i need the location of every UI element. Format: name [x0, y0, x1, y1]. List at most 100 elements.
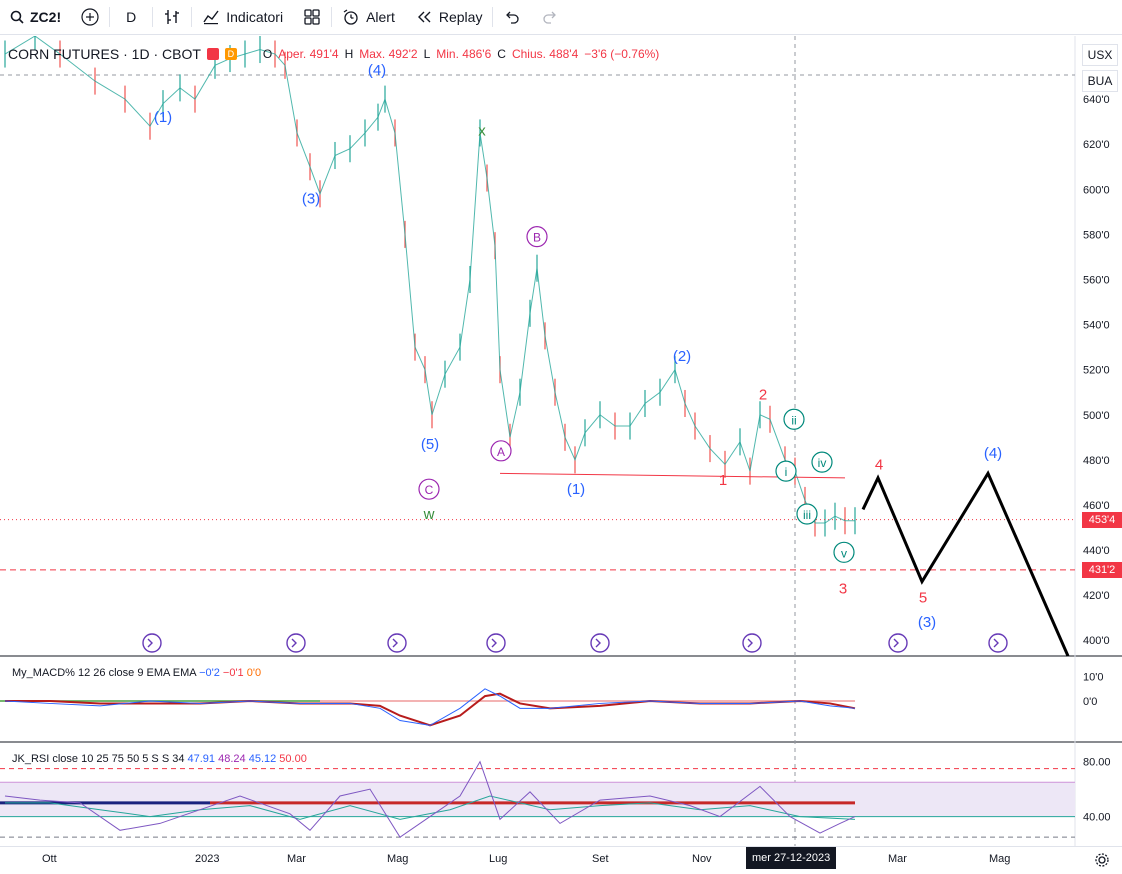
wave-label: (2)	[673, 348, 691, 365]
jump-arrow-icon	[595, 638, 601, 648]
time-tick-label: 2023	[195, 853, 220, 865]
wave-label: 3	[839, 580, 847, 597]
jump-arrow-icon	[147, 638, 153, 648]
price-tick-label: 440'0	[1083, 545, 1110, 557]
unit-button[interactable]: BUA	[1082, 70, 1118, 92]
macd-signal-line	[5, 692, 856, 727]
time-tick-label: Mar	[287, 853, 306, 865]
ohlc-open-label: O	[262, 47, 273, 61]
toolbar-divider	[191, 7, 193, 27]
wave-label-circle	[783, 408, 805, 430]
compare-button[interactable]	[71, 0, 109, 34]
wave-label: i	[785, 465, 788, 479]
rsi-line	[4, 760, 856, 838]
price-tick-label: 620'0	[1083, 139, 1110, 151]
price-tick-label: 540'0	[1083, 320, 1110, 332]
chart-title: CORN FUTURES · 1D · CBOT	[8, 46, 201, 62]
price-tick-label: 520'0	[1083, 365, 1110, 377]
jump-arrow-icon	[993, 638, 999, 648]
eye-icon[interactable]	[206, 48, 219, 60]
layout-button[interactable]	[293, 0, 331, 34]
alarm-clock-icon	[343, 9, 358, 25]
wave-label: (1)	[154, 109, 172, 126]
toolbar-divider	[152, 7, 154, 27]
rsi-tick-label: 40.00	[1083, 812, 1111, 824]
last-price-tag: 453'4	[1082, 511, 1122, 528]
grid-icon	[304, 9, 320, 25]
ohlc-high-label: H	[344, 47, 354, 61]
symbol-name: ZC2!	[30, 9, 62, 25]
jump-arrow-icon	[491, 638, 497, 648]
chart-type-button[interactable]	[153, 0, 191, 34]
indicators-icon	[203, 10, 219, 25]
ohlc-change: −3'6 (−0.76%)	[584, 47, 660, 61]
wave-label: 1	[719, 472, 727, 489]
macd-value-2: −0'1	[222, 667, 244, 679]
price-tick-label: 600'0	[1083, 184, 1110, 196]
time-tick-label: Mag	[989, 853, 1011, 865]
macd-name: My_MACD% 12 26 close 9 EMA EMA	[12, 667, 197, 679]
interval-button[interactable]: D	[110, 0, 152, 34]
jump-arrow-icon	[392, 638, 398, 648]
wave-label: (4)	[984, 445, 1002, 462]
rsi-value-1: 47.91	[187, 753, 216, 765]
wave-label-circle	[775, 460, 797, 482]
currency-button[interactable]: USX	[1082, 44, 1118, 66]
symbol-search[interactable]: ZC2!	[0, 0, 71, 34]
jump-arrow-icon	[291, 638, 297, 648]
wave-label-circle	[526, 226, 548, 248]
settings-gear-icon[interactable]	[1094, 852, 1110, 868]
wave-label: (3)	[918, 614, 936, 631]
wave-label: w	[423, 506, 435, 523]
wave-label: (1)	[567, 481, 585, 498]
alert-button[interactable]: Alert	[332, 0, 405, 34]
ohlc-high: Max. 492'2	[359, 47, 418, 61]
main-legend: CORN FUTURES · 1D · CBOT D O Aper. 491'4…	[8, 46, 659, 62]
price-tick-label: 500'0	[1083, 410, 1110, 422]
plus-circle-icon	[81, 8, 99, 26]
interval-label: D	[126, 9, 137, 25]
wave-label: 4	[875, 456, 883, 473]
price-tick-label: 460'0	[1083, 500, 1110, 512]
date-cursor-label: mer 27-12-2023	[746, 847, 837, 869]
macd-value-3: 0'0	[246, 667, 262, 679]
wave-label: 5	[919, 589, 927, 606]
wave-label: iv	[818, 456, 827, 470]
undo-button[interactable]	[493, 0, 531, 34]
wave-label: (3)	[302, 190, 320, 207]
indicators-label: Indicatori	[226, 9, 284, 25]
macd-tick-label: 10'0	[1083, 672, 1103, 684]
price-tick-label: 420'0	[1083, 590, 1110, 602]
price-tick-label: 560'0	[1083, 274, 1110, 286]
price-tick-label: 480'0	[1083, 455, 1110, 467]
wave-label: x	[478, 123, 486, 140]
wave-label: ii	[791, 413, 796, 427]
price-line	[4, 36, 855, 524]
top-toolbar: ZC2! D Indicatori Alert Replay	[0, 0, 1122, 35]
indicators-button[interactable]: Indicatori	[192, 0, 293, 34]
alert-label: Alert	[366, 9, 395, 25]
macd-tick-label: 0'0	[1083, 696, 1097, 708]
wave-label: v	[841, 546, 847, 560]
wave-label-circle	[811, 451, 833, 473]
level-price-tag: 431'2	[1082, 561, 1122, 578]
redo-icon	[543, 11, 557, 24]
ohlc-open: Aper. 491'4	[278, 47, 339, 61]
wave-label: A	[497, 445, 505, 459]
time-tick-label: Mag	[387, 853, 409, 865]
price-chart[interactable]: (1)(4)(3)(5)xBACw(1)(2)21iiiviiiiv345(3)…	[0, 36, 1122, 846]
toolbar-divider	[331, 7, 333, 27]
wave-label-circle	[796, 503, 818, 525]
price-tick-label: 580'0	[1083, 229, 1110, 241]
replay-button[interactable]: Replay	[405, 0, 493, 34]
data-badge-icon[interactable]: D	[224, 48, 237, 60]
wave-label-circle	[418, 478, 440, 500]
wave-label: (5)	[421, 436, 439, 453]
time-axis[interactable]: Ott 2023 Mar Mag Lug Set Nov Mar Mag	[0, 846, 1122, 874]
redo-button[interactable]	[531, 0, 569, 34]
time-tick-label: Ott	[42, 853, 57, 865]
undo-icon	[506, 11, 520, 24]
wave-label: (4)	[368, 62, 386, 79]
jump-arrow-icon	[747, 638, 753, 648]
rsi-value-4: 50.00	[279, 753, 307, 765]
